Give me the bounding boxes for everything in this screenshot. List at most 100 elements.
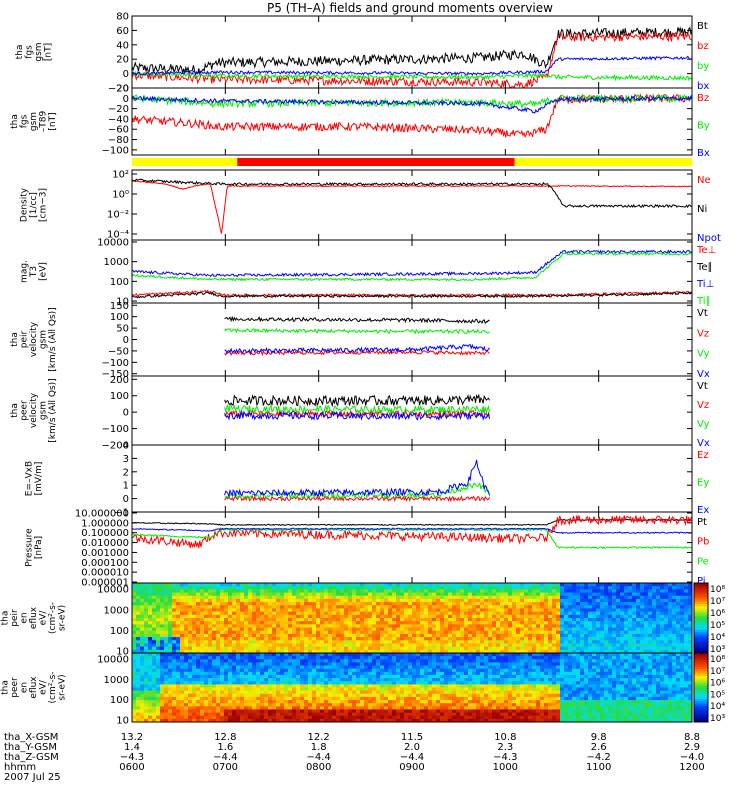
spectrogram-cell	[380, 595, 385, 600]
spectrogram-cell	[144, 640, 149, 645]
spectrogram-cell	[160, 640, 165, 645]
spectrogram-cell	[156, 703, 161, 707]
spectrogram-cell	[236, 595, 241, 600]
spectrogram-cell	[168, 586, 173, 590]
spectrogram-cell	[252, 662, 257, 667]
spectrogram-cell	[520, 592, 525, 597]
spectrogram-cell	[240, 608, 245, 613]
spectrogram-cell	[388, 646, 393, 651]
spectrogram-cell	[252, 693, 257, 698]
spectrogram-cell	[132, 693, 137, 698]
series-pressure-2	[132, 528, 692, 550]
spectrogram-cell	[548, 640, 553, 645]
spectrogram-cell	[268, 674, 273, 679]
spectrogram-cell	[372, 627, 377, 632]
spectrogram-cell	[360, 633, 365, 638]
mode-bar-fast	[237, 158, 515, 166]
spectrogram-cell	[232, 671, 237, 676]
spectrogram-cell	[344, 656, 349, 660]
spectrogram-cell	[588, 614, 593, 619]
spectrogram-cell	[620, 630, 625, 635]
spectrogram-cell	[488, 592, 493, 597]
spectrogram-cell	[588, 602, 593, 606]
spectrogram-cell	[624, 598, 629, 603]
spectrogram-cell	[648, 583, 653, 587]
spectrogram-cell	[472, 649, 477, 653]
spectrogram-cell	[280, 605, 285, 610]
spectrogram-cell	[148, 700, 153, 704]
spectrogram-cell	[136, 671, 141, 676]
spectrogram-cell	[324, 715, 329, 720]
spectrogram-cell	[640, 640, 645, 645]
spectrogram-cell	[340, 715, 345, 720]
spectrogram-cell	[276, 684, 281, 689]
spectrogram-cell	[328, 646, 333, 651]
spectrogram-cell	[312, 633, 317, 638]
spectrogram-cell	[204, 630, 209, 635]
spectrogram-cell	[288, 703, 293, 707]
spectrogram-cell	[176, 690, 181, 695]
spectrogram-cell	[352, 618, 357, 622]
spectrogram-cell	[216, 706, 221, 711]
spectrogram-cell	[332, 605, 337, 610]
spectrogram-cell	[180, 712, 185, 717]
spectrogram-cell	[244, 671, 249, 676]
spectrogram-cell	[404, 592, 409, 597]
spectrogram-cell	[216, 646, 221, 651]
spectrogram-cell	[184, 653, 189, 657]
spectrogram-cell	[464, 637, 469, 641]
spectrogram-cell	[204, 633, 209, 638]
spectrogram-cell	[432, 649, 437, 653]
spectrogram-cell	[628, 602, 633, 606]
spectrogram-cell	[304, 646, 309, 651]
colorbar-tick-label: 10⁷	[710, 597, 725, 607]
spectrogram-cell	[296, 643, 301, 648]
spectrogram-cell	[352, 624, 357, 629]
spectrogram-cell	[536, 608, 541, 613]
spectrogram-cell	[668, 583, 673, 587]
spectrogram-cell	[564, 586, 569, 590]
spectrogram-cell	[528, 640, 533, 645]
spectrogram-cell	[376, 618, 381, 622]
spectrogram-cell	[336, 618, 341, 622]
spectrogram-cell	[352, 630, 357, 635]
spectrogram-cell	[156, 605, 161, 610]
spectrogram-cell	[444, 627, 449, 632]
spectrogram-cell	[144, 611, 149, 616]
spectrogram-cell	[408, 595, 413, 600]
spectrogram-cell	[588, 621, 593, 625]
spectrogram-cell	[680, 624, 685, 629]
spectrogram-cell	[584, 633, 589, 638]
spectrogram-cell	[508, 633, 513, 638]
spectrogram-cell	[232, 687, 237, 692]
spectrogram-cell	[616, 608, 621, 613]
spectrogram-cell	[288, 665, 293, 670]
spectrogram-cell	[140, 583, 145, 587]
spectrogram-cell	[360, 703, 365, 707]
spectrogram-cell	[284, 583, 289, 587]
spectrogram-cell	[408, 624, 413, 629]
spectrogram-cell	[320, 693, 325, 698]
spectrogram-cell	[264, 583, 269, 587]
spectrogram-cell	[612, 649, 617, 653]
spectrogram-cell	[408, 640, 413, 645]
spectrogram-cell	[328, 614, 333, 619]
spectrogram-cell	[220, 627, 225, 632]
spectrogram-cell	[268, 618, 273, 622]
ylabel-line: gsm	[39, 401, 49, 420]
spectrogram-cell	[588, 637, 593, 641]
spectrogram-cell	[372, 671, 377, 676]
spectrogram-cell	[512, 627, 517, 632]
spectrogram-cell	[660, 602, 665, 606]
spectrogram-cell	[360, 693, 365, 698]
spectrogram-cell	[384, 618, 389, 622]
spectrogram-cell	[180, 656, 185, 660]
spectrogram-cell	[384, 681, 389, 685]
spectrogram-cell	[260, 592, 265, 597]
spectrogram-cell	[252, 681, 257, 685]
spectrogram-cell	[256, 687, 261, 692]
spectrogram-cell	[380, 630, 385, 635]
spectrogram-cell	[152, 589, 157, 594]
spectrogram-cell	[172, 646, 177, 651]
spectrogram-cell	[412, 630, 417, 635]
